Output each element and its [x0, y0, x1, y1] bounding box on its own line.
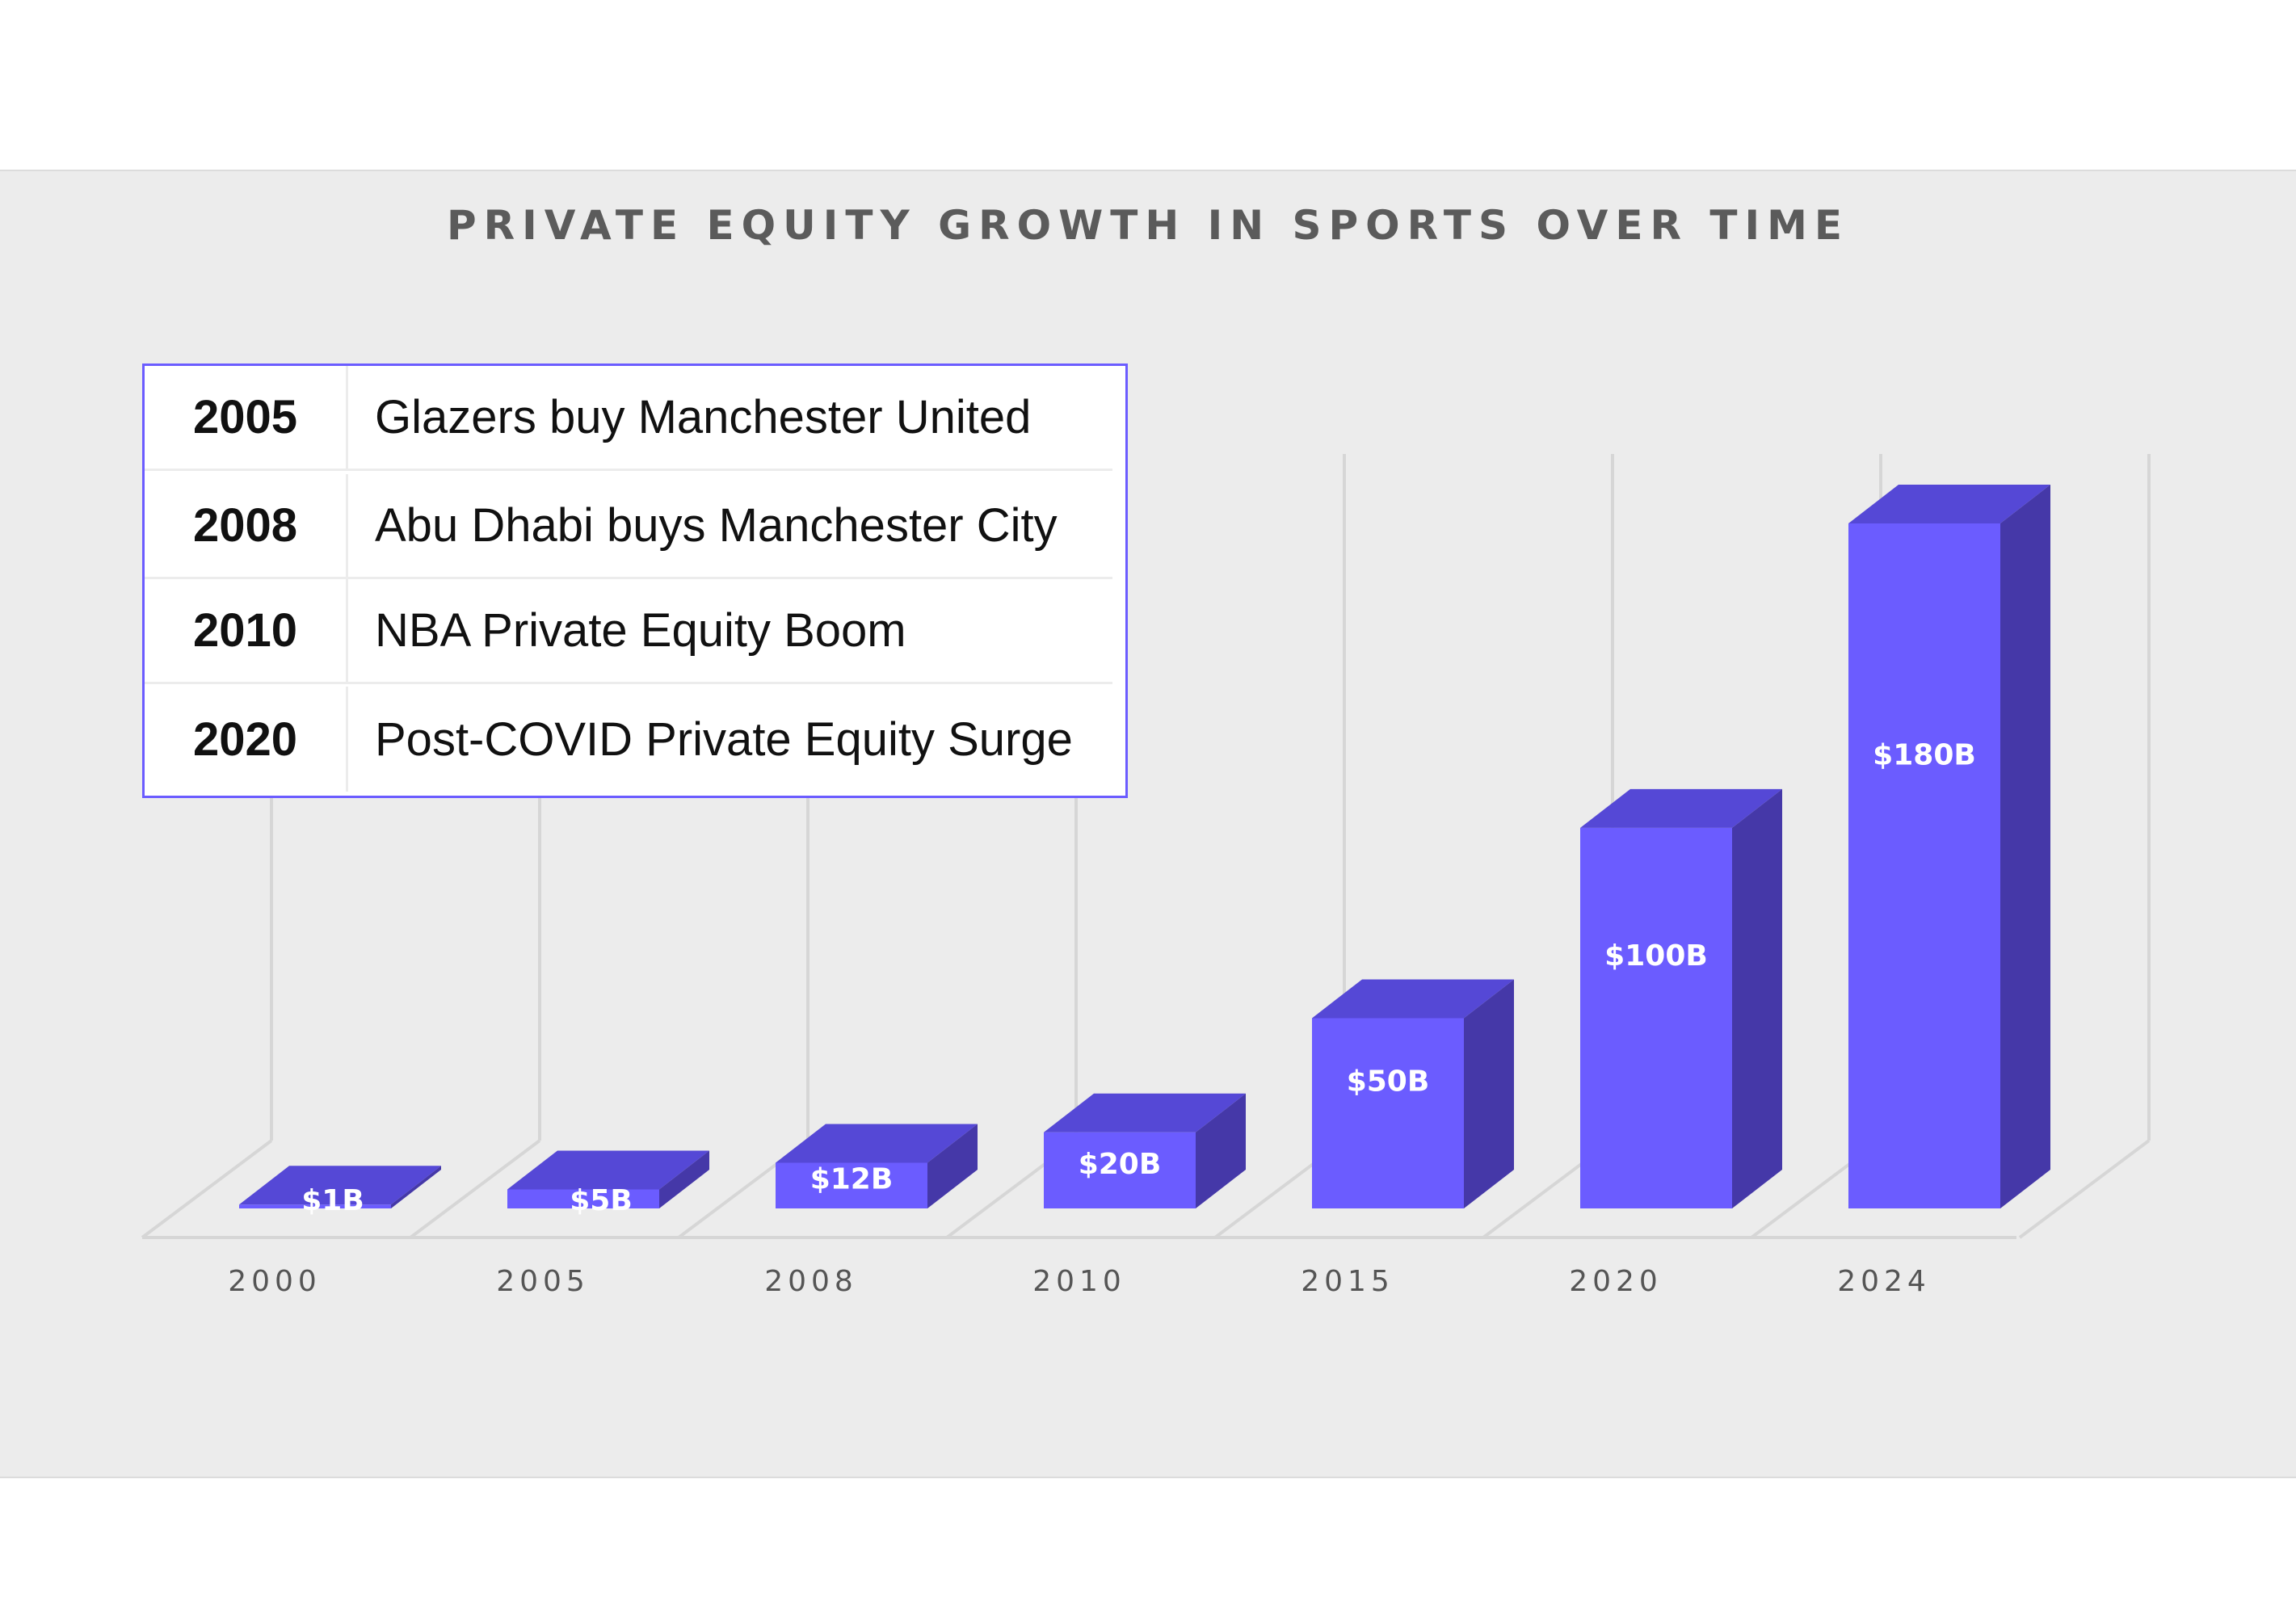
bar	[1848, 523, 2000, 1208]
bars: $1B $5B $12B $20B $50B $100B $180B	[239, 485, 2050, 1217]
event-description: Post-COVID Private Equity Surge	[375, 712, 1073, 766]
bar-side-face	[927, 1124, 978, 1208]
bar-value-label: $20B	[1079, 1148, 1162, 1181]
floor-grid-line	[141, 1139, 273, 1239]
bar	[239, 1204, 391, 1208]
event-description: NBA Private Equity Boom	[375, 604, 906, 657]
event-description: Glazers buy Manchester United	[375, 391, 1032, 443]
x-tick-label: 2000	[228, 1265, 322, 1298]
bar-top-face	[1580, 788, 1782, 828]
event-row: 2005 Glazers buy Manchester United	[145, 366, 1112, 471]
floor-grid-line	[409, 1139, 541, 1239]
event-row: 2020 Post-COVID Private Equity Surge	[145, 687, 1112, 792]
x-axis-ticks: 2000 2005 2008 2010 2015 2020 2024	[228, 1265, 1931, 1298]
bar-top-face	[507, 1150, 709, 1190]
event-row: 2010 NBA Private Equity Boom	[145, 579, 1112, 684]
x-tick-label: 2020	[1569, 1265, 1663, 1298]
bar-side-face	[391, 1166, 441, 1208]
x-tick-label: 2010	[1032, 1265, 1126, 1298]
bar-value-label: $180B	[1873, 738, 1976, 771]
bar-side-face	[1732, 788, 1782, 1208]
bar	[507, 1189, 659, 1208]
chart-title: PRIVATE EQUITY GROWTH IN SPORTS OVER TIM…	[446, 202, 1850, 249]
bar-value-label: $1B	[301, 1184, 364, 1217]
bar	[1312, 1018, 1464, 1208]
x-tick-label: 2015	[1301, 1265, 1394, 1298]
bar-value-label: $100B	[1604, 939, 1708, 973]
bar	[1580, 827, 1732, 1208]
events-table: 2005 Glazers buy Manchester United 2008 …	[142, 363, 1128, 798]
bar-side-face	[1464, 979, 1514, 1208]
x-tick-label: 2024	[1837, 1265, 1931, 1298]
floor-grid-line	[2018, 1139, 2151, 1239]
bar-top-face	[1044, 1093, 1246, 1132]
event-description: Abu Dhabi buys Manchester City	[375, 499, 1058, 552]
event-row: 2008 Abu Dhabi buys Manchester City	[145, 474, 1112, 579]
event-year: 2005	[145, 366, 348, 469]
event-year: 2010	[145, 579, 348, 682]
x-tick-label: 2008	[764, 1265, 858, 1298]
event-year: 2008	[145, 474, 348, 577]
bar	[1044, 1132, 1196, 1208]
bar-top-face	[239, 1166, 441, 1205]
bar-top-face	[1848, 485, 2050, 523]
x-tick-label: 2005	[496, 1265, 590, 1298]
bar-value-label: $12B	[810, 1163, 894, 1196]
bar-value-label: $50B	[1347, 1065, 1430, 1099]
bar-side-face	[1196, 1093, 1246, 1208]
event-year: 2020	[145, 687, 348, 792]
bar-top-face	[776, 1124, 978, 1163]
bar-value-label: $5B	[570, 1184, 633, 1217]
bar-top-face	[1312, 979, 1514, 1019]
bar-side-face	[2000, 485, 2050, 1208]
bar	[776, 1162, 927, 1208]
bar-side-face	[659, 1150, 709, 1208]
